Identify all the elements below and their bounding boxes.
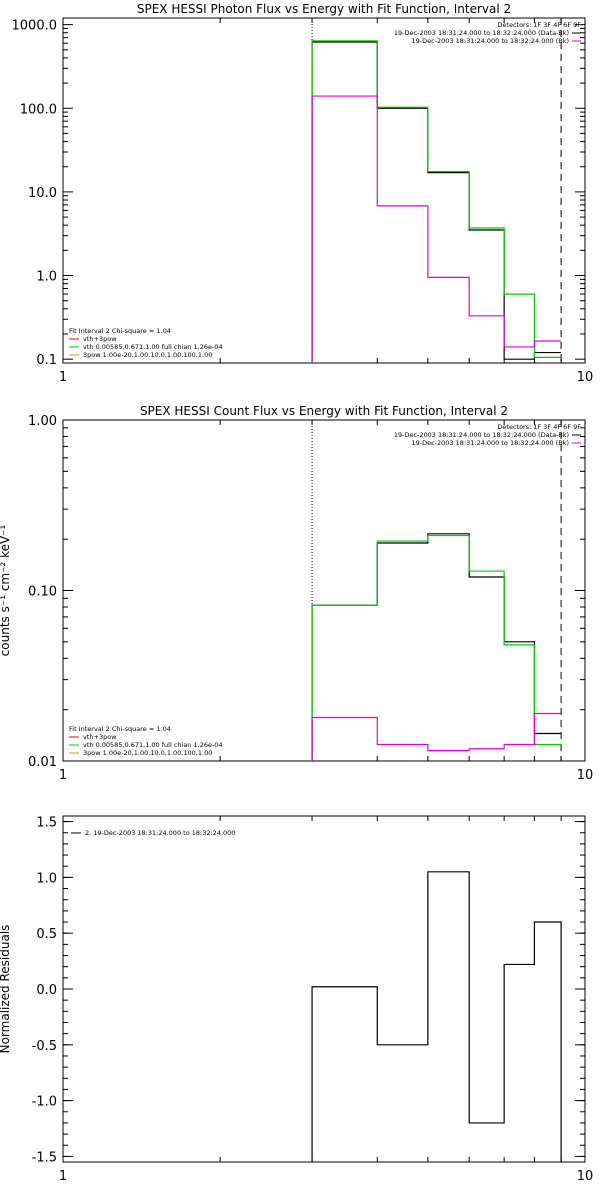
y-tick-label: 1.0 <box>36 270 57 285</box>
y-tick-label: 0.01 <box>28 755 57 770</box>
chart-title: SPEX HESSI Count Flux vs Energy with Fit… <box>140 404 508 418</box>
y-tick-label: 0.0 <box>36 983 57 998</box>
legend-entry: Fit Interval 2 Chi-square = 1.04 <box>69 327 171 335</box>
y-tick-label: 1000.0 <box>12 19 58 34</box>
legend-entry: Detectors: 1F 3F 4F 6F 9F <box>497 21 581 29</box>
chart-panel-2: SPEX HESSI Count Flux vs Energy with Fit… <box>0 404 593 783</box>
series-step-line-1 <box>311 533 562 761</box>
y-tick-label: 0.5 <box>36 927 57 942</box>
y-tick-label: 0.10 <box>28 585 57 600</box>
x-tick-label: 10 <box>577 1169 594 1184</box>
plot-frame <box>62 419 586 762</box>
x-tick-label: 1 <box>59 370 67 385</box>
y-tick-label: 10.0 <box>28 186 57 201</box>
y-tick-label: -1.0 <box>32 1095 57 1110</box>
legend-entry: 3pow 1.00e-20,1.00,10.0,1.00,100,1.00 <box>83 351 212 359</box>
chart-panel-1: SPEX HESSI Photon Flux vs Energy with Fi… <box>12 2 594 385</box>
plot-frame <box>62 815 586 1163</box>
legend-entry: vth+3pow <box>83 335 117 343</box>
series-step-line-3 <box>311 95 562 363</box>
x-tick-label: 10 <box>577 768 594 783</box>
legend-entry: 3pow 1.00e-20,1.00,10.0,1.00,100,1.00 <box>83 749 212 757</box>
series-step-line-1 <box>311 871 562 1162</box>
y-tick-label: 1.5 <box>36 816 57 831</box>
x-tick-label: 1 <box>59 1169 67 1184</box>
x-tick-label: 1 <box>59 768 67 783</box>
series-step-line-3 <box>311 712 562 761</box>
series-step-line-2 <box>311 40 562 363</box>
series-step-line-2 <box>311 534 562 761</box>
plot-frame <box>62 17 586 364</box>
y-tick-label: 0.1 <box>36 353 57 368</box>
y-tick-label: 1.0 <box>36 871 57 886</box>
x-tick-label: 10 <box>577 370 594 385</box>
legend-entry: vth 0.00585,0.671,1.00 full chian 1.26e-… <box>83 343 223 351</box>
legend-entry: Detectors: 1F 3F 4F 6F 9F <box>497 423 581 431</box>
legend-entry: 19-Dec-2003 18:31:24.000 to 18:32:24.000… <box>412 439 570 447</box>
y-tick-label: -1.5 <box>32 1150 57 1165</box>
legend-entry: 19-Dec-2003 18:31:24.000 to 18:32:24.000… <box>394 29 569 37</box>
y-axis-label: Normalized Residuals <box>0 925 12 1054</box>
y-tick-label: -0.5 <box>32 1039 57 1054</box>
legend-entry: 19-Dec-2003 18:31:24.000 to 18:32:24.000… <box>412 37 570 45</box>
legend-entry: vth 0.00585,0.671,1.00 full chian 1.26e-… <box>83 741 223 749</box>
y-axis-label: counts s⁻¹ cm⁻² keV⁻¹ <box>0 524 12 656</box>
y-tick-label: 100.0 <box>20 102 57 117</box>
legend-entry: 2. 19-Dec-2003 18:31:24.000 to 18:32:24.… <box>85 829 235 837</box>
legend-entry: 19-Dec-2003 18:31:24.000 to 18:32:24.000… <box>394 431 569 439</box>
legend-entry: Fit Interval 2 Chi-square = 1.04 <box>69 725 171 733</box>
series-step-line-1 <box>311 41 562 363</box>
chart-panel-3: 1 10 -1.5 -1.0 -0.5 0.0 0.5 1.0 1.5 Normalized Re… <box>0 815 594 1184</box>
chart-title: SPEX HESSI Photon Flux vs Energy with Fi… <box>137 2 511 16</box>
y-tick-label: 1.00 <box>28 414 57 429</box>
legend-entry: vth+3pow <box>83 733 117 741</box>
